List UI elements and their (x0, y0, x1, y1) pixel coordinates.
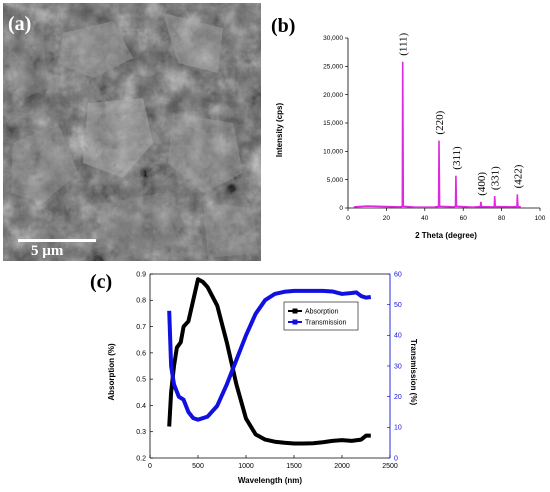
peak-label: (331) (490, 166, 502, 190)
x-tick-label: 0 (346, 215, 350, 222)
y-tick-label-right: 50 (394, 302, 402, 309)
x-tick-label: 500 (192, 463, 204, 470)
sem-micrograph-image (3, 3, 261, 261)
panel-a-label: (a) (8, 13, 32, 35)
y-tick-label-left: 0.6 (136, 350, 146, 357)
peak-label: (220) (434, 110, 446, 134)
y-tick-label-left: 0.2 (136, 455, 146, 462)
y-tick-label-left: 0.8 (136, 298, 146, 305)
y-tick-label: 20,000 (323, 92, 343, 99)
xrd-chart-panel: (b) 0 20 40 60 80 100 0 5,000 10,000 15,000 20,000… (268, 10, 548, 250)
y-axis-label-right: Transmission (%) (409, 339, 418, 406)
y-tick-label-left: 0.3 (136, 429, 146, 436)
scale-bar-label: 5 µm (31, 243, 64, 259)
sem-micrograph-panel: (a) 5 µm (3, 3, 261, 261)
absorption-series-line (167, 277, 371, 446)
y-tick-label-right: 0 (394, 455, 398, 462)
x-tick-label: 40 (421, 215, 429, 222)
y-tick-label: 25,000 (323, 64, 343, 71)
y-tick-label-right: 30 (394, 363, 402, 370)
y-tick-label: 0 (339, 205, 343, 212)
x-axis-label: 2 Theta (degree) (415, 231, 477, 240)
x-tick-label: 2500 (382, 463, 398, 470)
y-tick-label-left: 0.7 (136, 324, 146, 331)
x-tick-label: 1500 (286, 463, 302, 470)
y-tick-label: 10,000 (323, 149, 343, 156)
y-tick-label: 15,000 (323, 120, 343, 127)
y-tick-label-left: 0.5 (136, 377, 146, 384)
transmission-series-line (167, 288, 372, 422)
y-tick-label: 5,000 (327, 177, 344, 184)
y-tick-label-left: 0.4 (136, 403, 146, 410)
legend: Absorption Transmission (283, 301, 359, 331)
peak-label: (311) (451, 146, 463, 170)
y-tick-label-left: 0.9 (136, 271, 146, 278)
optical-chart-panel: (c) 0 500 1000 1500 2000 2500 0.2 0.3 0.4 0.5 0.6 0… (88, 262, 418, 487)
peak-label: (422) (512, 164, 524, 188)
x-tick-label: 80 (498, 215, 506, 222)
y-axis-label-left: Absorption (%) (107, 343, 116, 401)
legend-swatch-marker (292, 308, 298, 314)
x-tick-label: 100 (535, 215, 546, 222)
y-axis-label: Intensity (cps) (275, 103, 284, 158)
x-tick-label: 1000 (238, 463, 254, 470)
x-tick-label: 2000 (334, 463, 350, 470)
legend-swatch-marker (292, 319, 298, 325)
legend-box (283, 301, 359, 331)
y-tick-label-right: 10 (394, 425, 402, 432)
optical-chart: (c) 0 500 1000 1500 2000 25000.20.30.40.50.60… (90, 271, 418, 485)
scale-bar (18, 239, 96, 242)
y-tick-label-right: 20 (394, 394, 402, 401)
y-tick-label-right: 60 (394, 271, 402, 278)
x-tick-label: 20 (383, 215, 391, 222)
xrd-chart: (b) 0 20 40 60 80 100 0 5,000 10,000 15,000 20,000… (271, 15, 546, 240)
y-tick-label: 30,000 (323, 35, 343, 42)
x-tick-label: 0 (148, 463, 152, 470)
peak-label: (111) (398, 32, 410, 55)
peak-label: (400) (476, 172, 488, 196)
y-tick-label-right: 40 (394, 333, 402, 340)
panel-b-label: (b) (271, 15, 295, 37)
legend-entry-label: Absorption (305, 308, 339, 315)
x-axis-label: Wavelength (nm) (238, 476, 302, 485)
legend-entry-label: Transmission (305, 319, 346, 326)
panel-c-label: (c) (90, 271, 112, 293)
x-tick-label: 60 (460, 215, 468, 222)
xrd-series-line (353, 61, 521, 209)
